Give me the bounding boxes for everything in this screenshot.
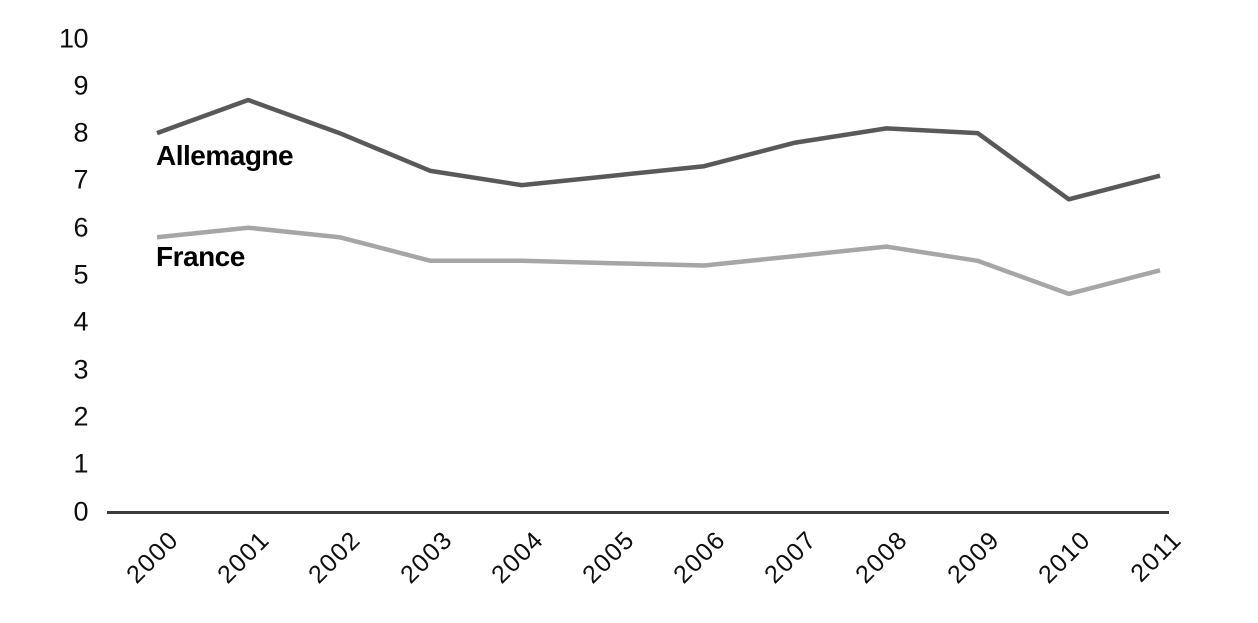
y-tick-label: 5 bbox=[73, 259, 88, 290]
y-tick-label: 3 bbox=[73, 354, 88, 385]
series-line-allemagne bbox=[156, 97, 1161, 202]
y-tick-label: 2 bbox=[73, 401, 88, 432]
y-tick-label: 0 bbox=[73, 496, 88, 526]
y-tick-label: 10 bbox=[58, 23, 89, 53]
series-line-france bbox=[156, 225, 1161, 297]
y-tick-label: 4 bbox=[73, 306, 88, 337]
y-tick-label: 9 bbox=[73, 70, 88, 101]
series-label-france: France bbox=[156, 241, 245, 272]
y-tick-label: 1 bbox=[73, 448, 88, 479]
y-tick-label: 8 bbox=[73, 117, 88, 148]
series-label-allemagne: Allemagne bbox=[156, 140, 294, 171]
x-axis-line bbox=[107, 511, 1169, 514]
y-tick-label: 6 bbox=[73, 212, 88, 243]
y-tick-label: 7 bbox=[73, 164, 88, 195]
